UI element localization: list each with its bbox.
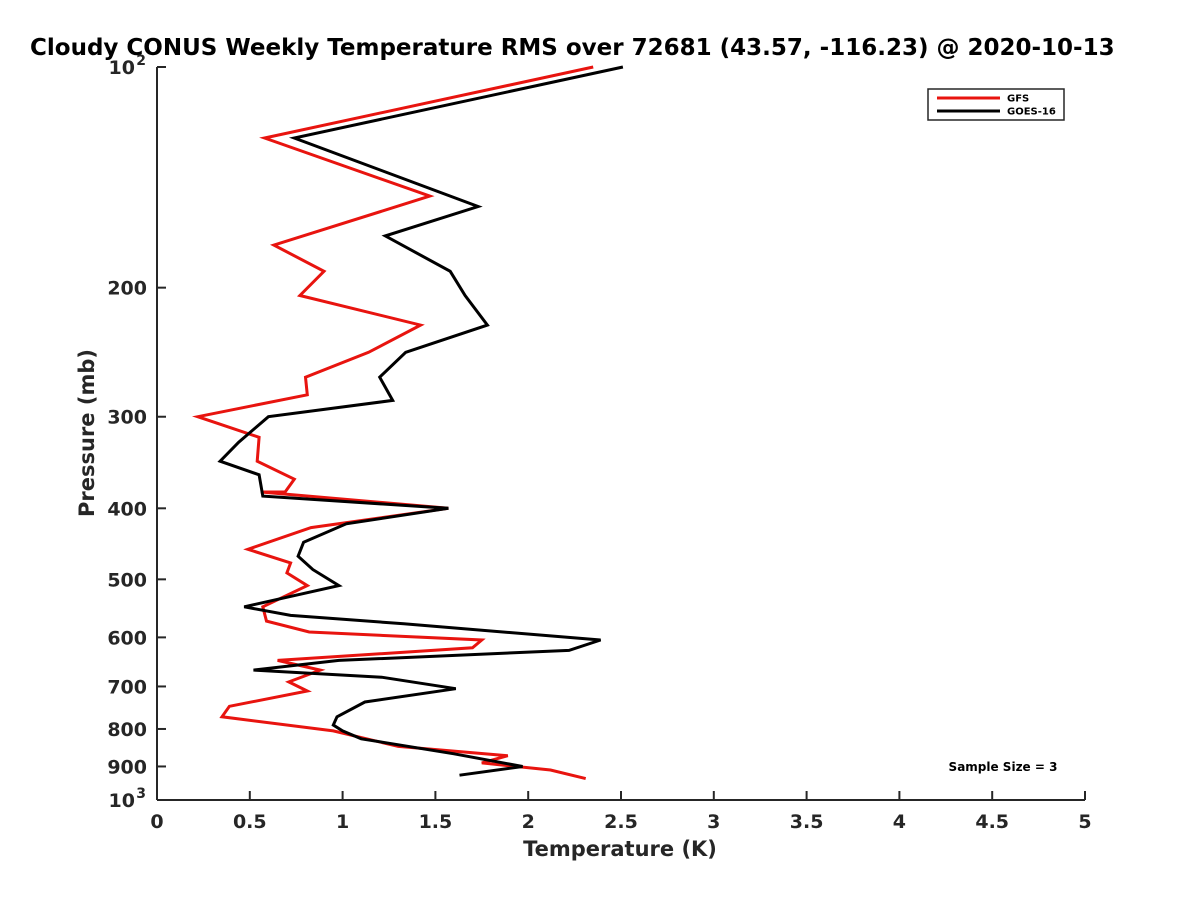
series-line-gfs: [191, 65, 594, 781]
x-tick-label: 1: [336, 811, 349, 833]
y-tick-label: 200: [107, 278, 147, 300]
legend-label: GOES-16: [1007, 107, 1056, 118]
x-axis: 0 0.5 1 1.5 2 2.5 3 3.5 4 4.5 5: [150, 791, 1092, 833]
x-tick-label: 0: [150, 811, 163, 833]
y-tick-label: 10: [109, 57, 135, 79]
x-tick-label: 3.5: [790, 811, 824, 833]
legend-box: [927, 88, 1065, 121]
sample-size-annotation: Sample Size = 3: [949, 760, 1058, 774]
y-tick-label: 600: [107, 627, 147, 649]
x-tick-label: 0.5: [233, 811, 267, 833]
x-tick-label: 4.5: [975, 811, 1009, 833]
legend-label: GFS: [1007, 94, 1029, 105]
x-tick-label: 1.5: [419, 811, 453, 833]
legend: GFS GOES-16: [927, 88, 1065, 121]
x-tick-label: 5: [1078, 811, 1091, 833]
x-tick-label: 4: [893, 811, 906, 833]
y-tick-label: 400: [107, 498, 147, 520]
plot-area: [156, 65, 1085, 801]
x-tick-label: 2.5: [604, 811, 638, 833]
y-tick-label: 800: [107, 719, 147, 741]
x-tick-label: 2: [522, 811, 535, 833]
y-tick-exponent: 3: [136, 786, 146, 802]
y-axis-label: Pressure (mb): [75, 349, 99, 517]
chart-title: Cloudy CONUS Weekly Temperature RMS over…: [30, 35, 1115, 61]
y-tick-label: 900: [107, 756, 147, 778]
x-axis-label: Temperature (K): [523, 837, 717, 861]
y-tick-label: 10: [109, 790, 135, 812]
y-tick-label: 300: [107, 407, 147, 429]
y-tick-label: 500: [107, 569, 147, 591]
y-tick-exponent: 2: [136, 53, 146, 69]
y-tick-label: 700: [107, 676, 147, 698]
x-tick-label: 3: [707, 811, 720, 833]
series-line-goes-16: [217, 65, 624, 777]
